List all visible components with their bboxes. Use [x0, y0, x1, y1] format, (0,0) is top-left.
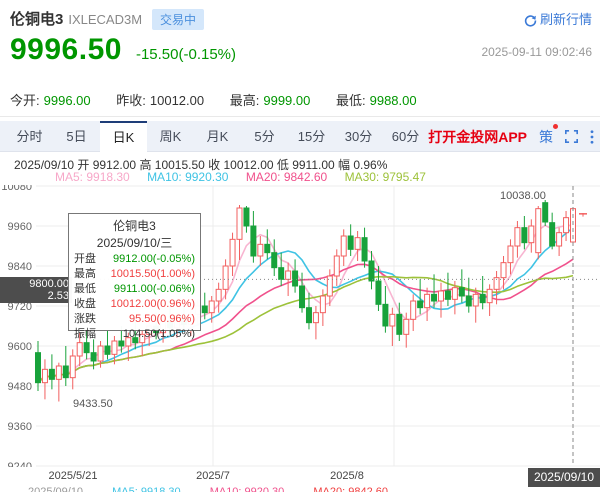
symbol-name: 伦铜电3	[10, 11, 64, 28]
ma30-value: MA30: 9795.47	[344, 170, 426, 184]
y-tick-label: 9600	[8, 341, 32, 353]
x-label-august: 2025/8	[330, 470, 364, 482]
tab-30min[interactable]: 30分	[344, 129, 373, 144]
header: 伦铜电3 IXLECAD3M 交易中 刷新行情 9996.50 -15.50(-0.1…	[0, 0, 600, 118]
tab-5min[interactable]: 5分	[254, 129, 275, 144]
tab-60min[interactable]: 60分	[391, 129, 420, 144]
tooltip-close-row: 收盘 10012.00(0.96%)	[74, 298, 195, 310]
refresh-label: 刷新行情	[539, 12, 592, 27]
kebab-menu-icon	[590, 129, 594, 144]
period-high-label: 10038.00	[500, 190, 546, 202]
clipped-seg-1: 2025/09/10	[28, 486, 84, 492]
crosshair-price-flag: 9800.00 2.53	[0, 277, 72, 303]
tab-monthly-k[interactable]: 月K	[206, 129, 229, 144]
tooltip-change-row: 涨跌 95.50(0.96%)	[74, 313, 195, 325]
ma-legend: MA5: 9918.30 MA10: 9920.30 MA20: 9842.60…	[55, 170, 440, 184]
notification-dot	[553, 123, 558, 129]
tooltip-open-row: 开盘 9912.00(-0.05%)	[74, 253, 195, 265]
tabbar-actions: 打开金投网APP 策	[428, 121, 594, 152]
clipped-seg-2: MA5: 9918.30	[112, 486, 181, 492]
quote-high: 最高: 9999.00	[229, 93, 311, 108]
y-tick-label: 9480	[8, 381, 32, 393]
chart-canvas: 10080 9960 9840 9720 9600 9480 9360 9240 10038.0…	[0, 185, 600, 467]
ma5-value: MA5: 9918.30	[55, 170, 130, 184]
tab-15min[interactable]: 15分	[297, 129, 326, 144]
symbol-row: 伦铜电3 IXLECAD3M 交易中 刷新行情	[10, 8, 592, 30]
fullscreen-button[interactable]	[565, 130, 578, 143]
symbol-code: IXLECAD3M	[68, 12, 143, 27]
quote-open: 今开: 9996.00	[10, 93, 91, 108]
crosshair-percent: 2.53	[47, 290, 69, 302]
tooltip-symbol: 伦铜电3	[113, 219, 156, 233]
ohlc-info-line: 2025/09/10 开 9912.00 高 10015.50 收 10012.…	[14, 158, 388, 172]
quote-low: 最低: 9988.00	[335, 93, 417, 108]
quote-timestamp: 2025-09-11 09:02:46	[481, 45, 592, 59]
candlestick-chart[interactable]: Au 金投行情 quote.cngold.org 100809960984097…	[0, 185, 600, 467]
crosshair-price: 9800.00	[29, 278, 69, 290]
header-divider	[0, 116, 600, 117]
clipped-seg-3: MA10: 9920.30	[209, 486, 285, 492]
y-tick-label: 9360	[8, 421, 32, 433]
more-menu-button[interactable]	[590, 129, 594, 144]
tab-minute[interactable]: 分时	[16, 129, 43, 144]
tooltip-amplitude-row: 振幅 104.50(1.05%)	[74, 328, 195, 340]
tab-daily-k[interactable]: 日K	[100, 121, 147, 152]
ma20-value: MA20: 9842.60	[245, 170, 328, 184]
quote-summary-row: 今开: 9996.00 昨收: 10012.00 最高: 9999.00 最低: 998…	[10, 90, 592, 108]
x-label-may: 2025/5/21	[48, 470, 98, 482]
tab-5day[interactable]: 5日	[66, 129, 87, 144]
y-tick-label: 10080	[1, 185, 32, 193]
y-tick-label: 9720	[8, 301, 32, 313]
y-tick-label: 9240	[8, 461, 32, 467]
price-row: 9996.50 -15.50(-0.15%) 2025-09-11 09:02:4…	[10, 33, 592, 66]
refresh-quotes-button[interactable]: 刷新行情	[524, 9, 592, 28]
clipped-indicator-row: 2025/09/10 MA5: 9918.30 MA10: 9920.30 MA…	[0, 486, 600, 492]
clipped-seg-4: MA20: 9842.60	[313, 486, 388, 492]
quote-prev-close: 昨收: 10012.00	[116, 93, 205, 108]
tooltip-date: 2025/09/10/三	[96, 236, 173, 250]
strategy-button[interactable]: 策	[539, 123, 558, 147]
tooltip-high-row: 最高 10015.50(1.00%)	[74, 268, 195, 280]
tooltip-low-row: 最低 9911.00(-0.06%)	[74, 283, 195, 295]
y-tick-label: 9840	[8, 261, 32, 273]
open-app-link[interactable]: 打开金投网APP	[428, 128, 527, 145]
period-tabbar: 分时 5日 日K 周K 月K 5分 15分 30分 60分 打开金投网APP 策	[0, 121, 600, 152]
candle-tooltip: 伦铜电3 2025/09/10/三 开盘 9912.00(-0.05%) 最高 10…	[68, 213, 201, 340]
tab-weekly-k[interactable]: 周K	[159, 129, 182, 144]
x-axis: 2025/5/21 2025/7 2025/8 2025/09/10	[0, 468, 600, 487]
crosshair-date-flag: 2025/09/10	[527, 468, 600, 487]
fullscreen-icon	[565, 130, 578, 143]
ma10-value: MA10: 9920.30	[147, 170, 229, 184]
price-change: -15.50(-0.15%)	[135, 46, 237, 63]
period-tabs: 分时 5日 日K 周K 月K 5分 15分 30分 60分	[6, 121, 429, 152]
last-price: 9996.50	[10, 33, 122, 66]
y-tick-label: 9960	[8, 221, 32, 233]
x-label-july: 2025/7	[196, 470, 230, 482]
trading-status-badge: 交易中	[152, 9, 205, 30]
refresh-icon	[524, 15, 537, 27]
period-low-label: 9433.50	[73, 398, 113, 410]
